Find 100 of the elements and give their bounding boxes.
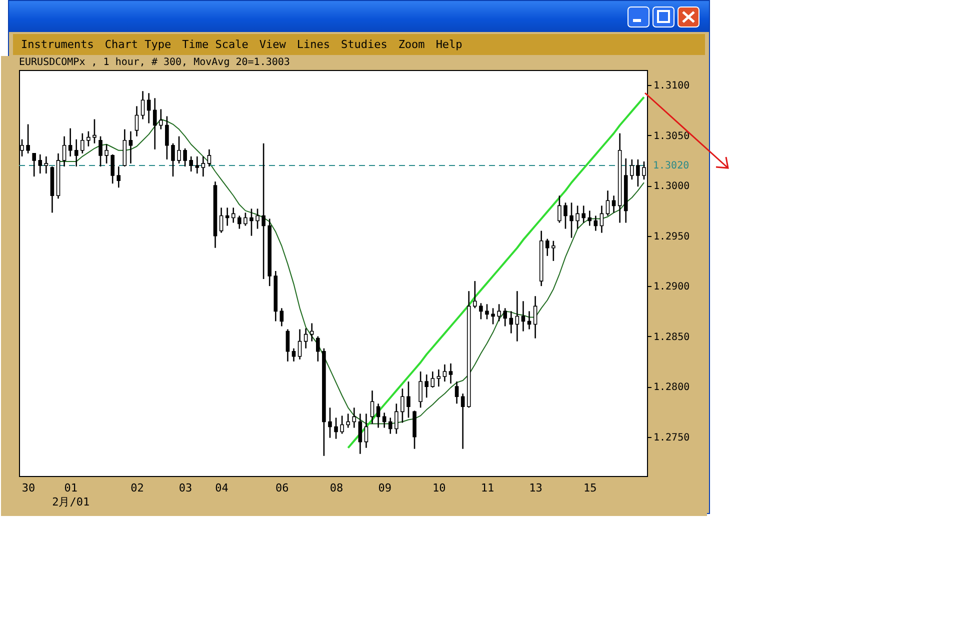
- candlestick: [442, 364, 447, 382]
- candlestick: [159, 108, 163, 130]
- candlestick: [521, 300, 526, 332]
- text: Chart Type: [104, 38, 172, 51]
- candlestick: [418, 370, 422, 408]
- candlestick: [576, 205, 580, 230]
- candlestick: [86, 130, 90, 148]
- candlestick: [588, 210, 592, 226]
- candlestick: [110, 154, 114, 184]
- x-tick-label: 01 2月/01: [52, 482, 90, 508]
- x-tick-label: 13: [529, 482, 542, 494]
- candlestick: [497, 304, 501, 322]
- text: Lines: [296, 38, 330, 51]
- candlestick: [370, 390, 374, 424]
- candlestick: [600, 205, 604, 234]
- y-tick-label: 1.2750: [654, 432, 690, 444]
- text: View: [259, 38, 286, 51]
- candlestick: [606, 190, 610, 216]
- candlestick: [80, 132, 84, 154]
- candlestick: [382, 412, 386, 428]
- candlestick: [244, 212, 248, 226]
- candlestick: [491, 308, 495, 325]
- y-tick-label: 1.3100: [654, 80, 690, 92]
- candlestick: [304, 328, 308, 350]
- candlestick: [286, 328, 290, 362]
- candlestick: [352, 407, 356, 428]
- ref-line-label: 1.3020: [653, 160, 690, 172]
- candlestick: [292, 348, 296, 362]
- candlestick: [346, 413, 350, 428]
- candlestick: [545, 238, 550, 257]
- candlestick: [231, 207, 236, 224]
- chart-subtitle: EURUSDCOMPx , 1 hour, # 300, MovAvg 20=1.3003: [19, 57, 290, 68]
- candlestick: [473, 280, 477, 309]
- candlestick: [98, 136, 102, 168]
- candlestick: [68, 128, 72, 158]
- candlestick: [152, 97, 157, 150]
- candlestick: [388, 417, 392, 434]
- candlestick: [219, 207, 224, 234]
- x-tick-label: 02: [130, 482, 144, 494]
- text: Instruments: [21, 38, 94, 51]
- text: Time Scale: [182, 38, 248, 51]
- x-tick-label: 11: [480, 482, 494, 494]
- candlestick: [552, 240, 556, 262]
- candlestick: [62, 136, 66, 168]
- x-tick-label: 10: [432, 482, 446, 494]
- text: Studies: [340, 38, 388, 51]
- candlestick: [630, 158, 634, 180]
- candlestick: [262, 142, 266, 280]
- candlestick: [26, 124, 30, 154]
- candlestick: [424, 374, 428, 398]
- candlestick: [436, 368, 441, 388]
- candlestick: [340, 415, 344, 434]
- candlestick: [189, 156, 193, 172]
- candlestick: [256, 208, 260, 230]
- candlestick: [509, 310, 514, 334]
- candlestick: [358, 413, 362, 455]
- candlestick: [558, 194, 562, 224]
- candlestick: [612, 194, 616, 214]
- candlestick: [128, 130, 133, 164]
- candlestick: [582, 205, 586, 224]
- candlestick: [334, 417, 338, 440]
- x-tick-label: 03: [178, 482, 192, 494]
- candlestick: [140, 90, 145, 120]
- y-tick-label: 1.2850: [654, 332, 690, 343]
- x-tick-label: 15: [584, 482, 597, 494]
- candlestick: [44, 156, 48, 174]
- y-tick-label: 1.2950: [654, 231, 690, 242]
- candlestick: [448, 362, 453, 384]
- candlestick: [479, 302, 483, 320]
- candlestick: [250, 208, 254, 236]
- candlestick: [570, 202, 574, 238]
- candlestick: [238, 215, 242, 230]
- candlestick: [177, 136, 181, 164]
- x-tick-label: 08: [330, 482, 344, 494]
- x-tick-label: 06: [276, 482, 289, 494]
- candlestick: [165, 116, 169, 160]
- y-tick-label: 1.2900: [654, 282, 690, 293]
- candlestick: [636, 158, 640, 188]
- candlestick: [310, 322, 314, 342]
- candlestick: [104, 144, 108, 164]
- candlestick: [515, 290, 520, 342]
- candlestick: [298, 328, 302, 360]
- candlestick: [594, 215, 598, 232]
- candlestick: [564, 202, 568, 230]
- y-tick-label: 1.3050: [654, 130, 690, 142]
- candlestick: [146, 92, 151, 124]
- candlestick: [503, 308, 507, 327]
- candlestick: [92, 118, 96, 144]
- candlestick: [201, 156, 206, 178]
- candlestick: [183, 148, 187, 168]
- candlestick: [394, 402, 398, 434]
- x-tick-label: 04: [215, 482, 229, 494]
- x-tick-label: 09: [378, 482, 392, 494]
- candlestick: [280, 308, 284, 327]
- y-tick-label: 1.2800: [654, 382, 690, 394]
- candlestick: [460, 392, 465, 450]
- candlestick: [195, 156, 200, 174]
- candlestick: [485, 304, 489, 320]
- candlestick: [364, 413, 368, 449]
- candlestick: [406, 380, 410, 418]
